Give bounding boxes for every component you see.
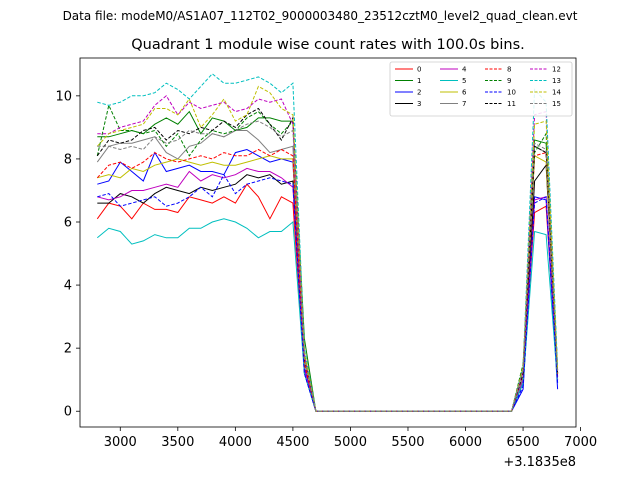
series-line-0 bbox=[96, 183, 559, 412]
y-tick-label: 0 bbox=[64, 405, 72, 420]
legend-label: 5 bbox=[462, 77, 466, 85]
legend-label: 3 bbox=[417, 100, 421, 108]
y-tick-label: 8 bbox=[64, 152, 72, 167]
series-line-10 bbox=[97, 173, 559, 412]
y-tick-label: 2 bbox=[64, 342, 72, 357]
y-tick-label: 10 bbox=[55, 89, 72, 104]
x-tick-label: 3500 bbox=[161, 435, 194, 450]
series-line-2 bbox=[97, 148, 559, 412]
legend-label: 7 bbox=[462, 100, 466, 108]
y-tick-label: 4 bbox=[64, 279, 72, 294]
legend-label: 10 bbox=[507, 89, 516, 97]
x-offset-label: +3.1835e8 bbox=[503, 455, 576, 470]
x-tick-label: 4000 bbox=[219, 435, 252, 450]
legend-label: 0 bbox=[417, 66, 421, 74]
series-line-11 bbox=[96, 107, 559, 412]
x-tick-label: 3000 bbox=[104, 435, 137, 450]
legend-box bbox=[389, 61, 573, 117]
axis-ticks: 3000 3500 4000 4500 5000 5500 6000 6500 7000 0 2 4 6… bbox=[55, 89, 597, 450]
x-tick-label: 7000 bbox=[564, 435, 597, 450]
series-line-7 bbox=[96, 130, 559, 412]
series-line-4 bbox=[97, 167, 559, 412]
series-line-8 bbox=[96, 148, 559, 412]
axes-frame bbox=[79, 57, 577, 428]
y-tick-label: 6 bbox=[64, 216, 72, 231]
legend-label: 9 bbox=[507, 77, 511, 85]
series-line-5 bbox=[96, 218, 559, 412]
legend-label: 2 bbox=[417, 89, 421, 97]
series-line-9 bbox=[96, 103, 559, 412]
x-tick-label: 5500 bbox=[391, 435, 424, 450]
x-tick-label: 6000 bbox=[449, 435, 482, 450]
legend-label: 8 bbox=[507, 66, 511, 74]
series-line-3 bbox=[97, 163, 559, 412]
legend-label: 1 bbox=[417, 77, 421, 85]
series-line-1 bbox=[97, 110, 559, 412]
x-tick-label: 6500 bbox=[507, 435, 540, 450]
legend-label: 6 bbox=[462, 89, 467, 97]
figure-suptitle: Data file: modeM0/AS1A07_112T02_90000034… bbox=[63, 9, 578, 23]
x-tick-label: 5000 bbox=[334, 435, 367, 450]
series-line-15 bbox=[97, 120, 559, 412]
legend-label: 12 bbox=[552, 66, 561, 74]
plot-area bbox=[96, 73, 559, 412]
chart-title: Quadrant 1 module wise count rates with … bbox=[131, 37, 525, 53]
legend-label: 14 bbox=[552, 89, 561, 97]
legend-label: 4 bbox=[462, 66, 467, 74]
legend-label: 15 bbox=[552, 100, 561, 108]
series-line-14 bbox=[96, 85, 559, 412]
legend-label: 13 bbox=[552, 77, 561, 85]
legend-label: 11 bbox=[507, 100, 516, 108]
x-tick-label: 4500 bbox=[276, 435, 309, 450]
series-line-13 bbox=[97, 73, 559, 412]
series-line-6 bbox=[97, 154, 559, 412]
